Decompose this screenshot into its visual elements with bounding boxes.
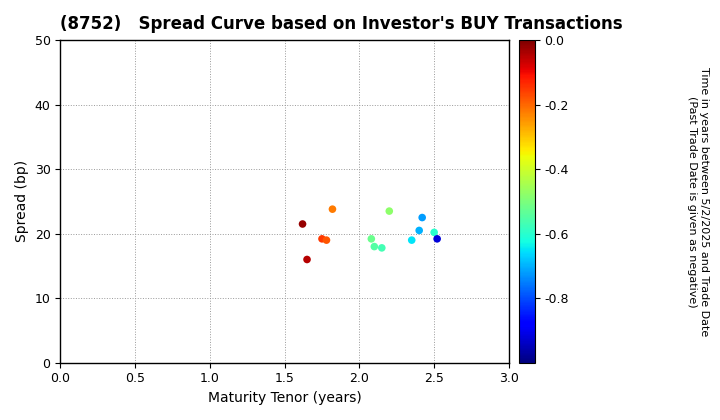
- Point: [297, 220, 308, 227]
- Y-axis label: Time in years between 5/2/2025 and Trade Date
(Past Trade Date is given as negat: Time in years between 5/2/2025 and Trade…: [687, 67, 708, 336]
- Point: [369, 243, 380, 250]
- Point: [320, 237, 332, 244]
- Point: [384, 208, 395, 215]
- Point: [428, 229, 440, 236]
- Y-axis label: Spread (bp): Spread (bp): [15, 160, 29, 242]
- Point: [316, 236, 328, 242]
- Point: [416, 214, 428, 221]
- Text: (8752)   Spread Curve based on Investor's BUY Transactions: (8752) Spread Curve based on Investor's …: [60, 15, 623, 33]
- Point: [366, 236, 377, 242]
- Point: [301, 256, 312, 263]
- Point: [413, 227, 425, 234]
- Point: [431, 236, 443, 242]
- X-axis label: Maturity Tenor (years): Maturity Tenor (years): [208, 391, 361, 405]
- Point: [327, 206, 338, 213]
- Point: [406, 237, 418, 244]
- Point: [376, 244, 387, 251]
